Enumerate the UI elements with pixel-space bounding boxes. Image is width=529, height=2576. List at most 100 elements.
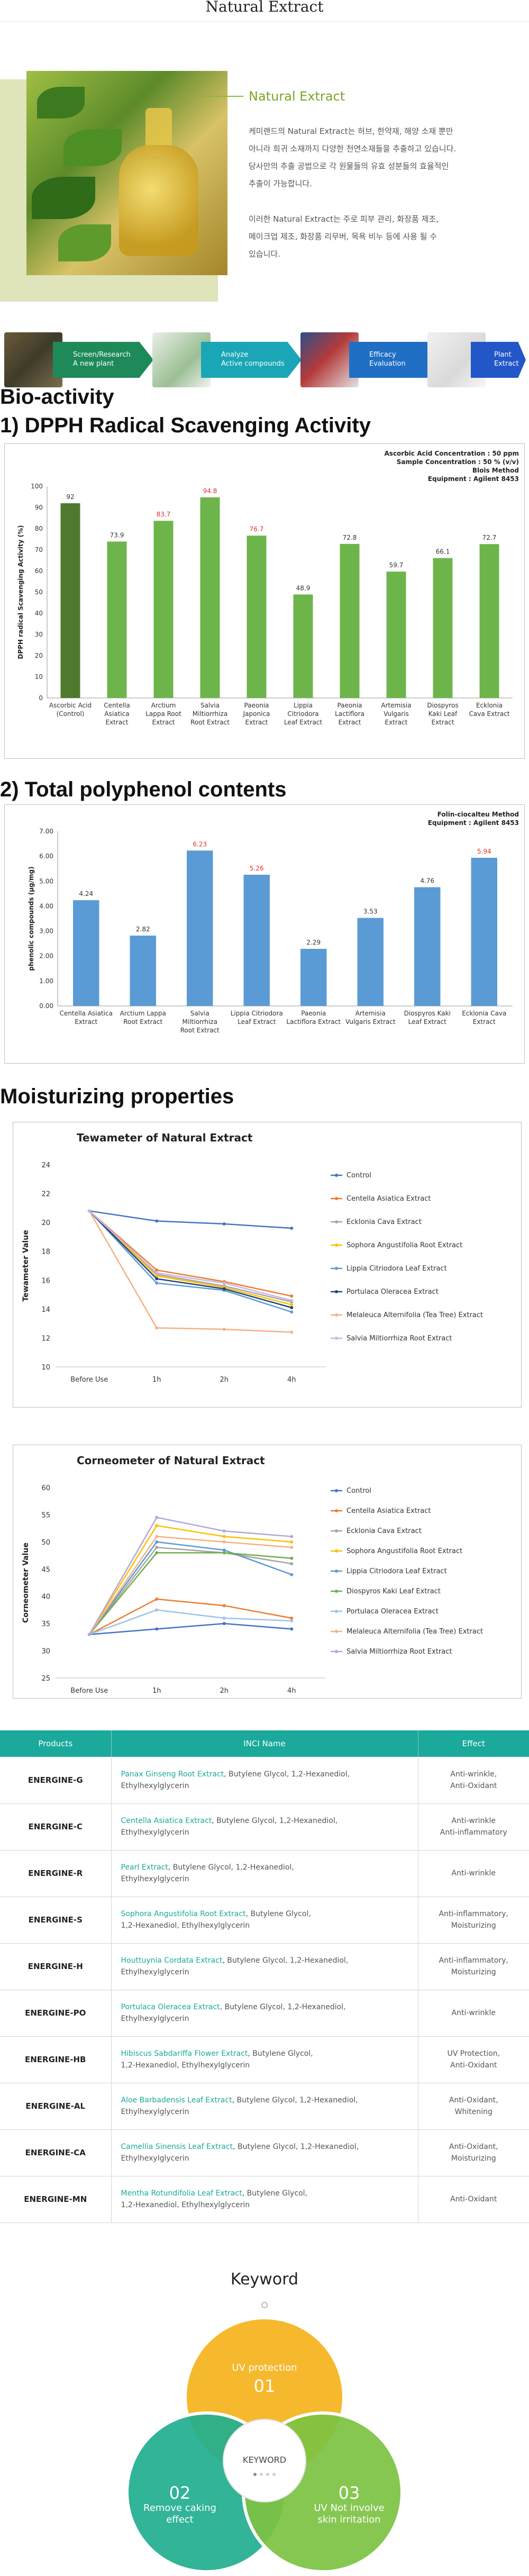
y-tick-label: 20 (41, 1219, 50, 1227)
series-point (222, 1287, 226, 1291)
y-tick-label: 30 (41, 1648, 50, 1656)
product-name-cell: ENERGINE-AL (0, 2083, 112, 2130)
product-name-cell: ENERGINE-C (0, 1803, 112, 1851)
legend-marker (335, 1570, 338, 1573)
legend-marker (335, 1220, 338, 1223)
x-tick-label: 4h (287, 1376, 296, 1384)
legend-marker (335, 1590, 338, 1593)
x-category-label: Vulgaris (384, 710, 409, 718)
inci-key-ingredient: Houttuynia Cordata Extract (121, 1956, 223, 1965)
legend-label: Lippia Citriodora Leaf Extract (346, 1567, 447, 1575)
series-point (290, 1619, 294, 1622)
leaf-shape (37, 87, 85, 119)
x-tick-label: 1h (152, 1376, 161, 1384)
bar-value-label: 2.82 (136, 926, 150, 933)
series-point (290, 1573, 294, 1576)
bar (414, 887, 441, 1006)
effect-cell: Anti-wrinkle (418, 1990, 529, 2037)
hero-line: 메이크업 제조, 화장품 리무버, 목욕 비누 등에 사용 될 수 (249, 232, 437, 241)
inci-rest: , Butylene Glycol, (245, 1910, 311, 1918)
inci-line-2: Ethylhexylglycerin (121, 1781, 189, 1790)
bar (247, 536, 267, 698)
product-name-cell: ENERGINE-S (0, 1897, 112, 1944)
product-table: Products INCI Name Effect ENERGINE-G Pana… (0, 1730, 529, 2223)
x-category-label: Artemisia (355, 1010, 386, 1017)
legend-label: Sophora Angustifolia Root Extract (346, 1547, 462, 1555)
table-row: ENERGINE-S Sophora Angustifolia Root Extr… (0, 1897, 529, 1944)
effect-line: Anti-inflammatory, (439, 1910, 508, 1918)
x-category-label: Extract (106, 719, 129, 726)
y-axis-label: DPPH radical Scavenging Activity (%) (17, 525, 24, 659)
bar-value-label: 72.7 (482, 534, 497, 541)
series-point (222, 1529, 226, 1533)
series-point (290, 1294, 294, 1298)
x-category-label: Japonica (243, 710, 270, 718)
legend-label: Ecklonia Cava Extract (346, 1218, 422, 1226)
hero-paragraph-1: 케미랜드의 Natural Extract는 허브, 한약재, 해양 소재 뿐만… (249, 123, 524, 193)
series-point (155, 1540, 159, 1544)
series-line (88, 1552, 292, 1635)
bar (187, 850, 213, 1006)
bioactivity-heading: Bio-activity (0, 385, 114, 409)
y-tick-label: 100 (31, 483, 43, 490)
y-tick-label: 22 (41, 1191, 50, 1199)
series-point (290, 1540, 294, 1544)
y-tick-label: 0 (39, 694, 43, 702)
polyphenol-heading: 2) Total polyphenol contents (0, 778, 287, 801)
inci-key-ingredient: Panax Ginseng Root Extract (121, 1770, 224, 1779)
effect-cell: Anti-inflammatory, Moisturizing (418, 1943, 529, 1990)
series-point (290, 1299, 294, 1302)
x-category-label: Root Extract (190, 719, 230, 726)
inci-rest: , Butylene Glycol, 1,2-Hexanediol, (220, 2003, 346, 2011)
x-category-label: Salvia (200, 702, 220, 709)
series-point (155, 1281, 159, 1285)
series-point (222, 1622, 226, 1626)
inci-name-cell: Aloe Barbadensis Leaf Extract, Butylene … (111, 2083, 418, 2130)
series-point (290, 1535, 294, 1538)
legend-label: Melaleuca Alternifolia (Tea Tree) Extrac… (346, 1311, 483, 1319)
table-row: ENERGINE-C Centella Asiatica Extract, But… (0, 1803, 529, 1851)
x-category-label: Extract (473, 1018, 496, 1026)
x-category-label: Ecklonia (476, 702, 503, 709)
bar-value-label: 66.1 (436, 548, 450, 556)
legend-marker (335, 1197, 338, 1200)
series-line (88, 1210, 292, 1309)
dpph-bar-chart: Ascorbic Acid Concentration : 50 ppmSamp… (17, 450, 519, 726)
keyword-pager-dot (260, 2473, 263, 2476)
legend-marker (335, 1630, 338, 1633)
series-point (155, 1608, 159, 1612)
effect-line: Anti-Oxidant (450, 2195, 497, 2203)
series-line (89, 1622, 292, 1635)
x-category-label: Lappa Root (145, 710, 181, 718)
x-category-label: Paeonia (337, 702, 362, 709)
hero-heading: Natural Extract (249, 89, 345, 104)
y-tick-label: 24 (41, 1162, 50, 1169)
moisturizing-heading: Moisturizing properties (0, 1085, 234, 1108)
inci-rest: , Butylene Glycol, 1,2-Hexanediol, (233, 2143, 359, 2151)
process-image-testing (300, 332, 359, 387)
dpph-chart-frame: Ascorbic Acid Concentration : 50 ppm Samp… (4, 443, 525, 759)
x-category-label: Salvia (190, 1010, 209, 1017)
bar (340, 543, 360, 698)
x-category-label: Paeonia (301, 1010, 326, 1017)
bar-value-label: 83.7 (157, 511, 171, 518)
series-point (155, 1516, 159, 1519)
series-line (88, 1536, 292, 1635)
legend-label: Melaleuca Alternifolia (Tea Tree) Extrac… (346, 1628, 483, 1636)
effect-cell: Anti-Oxidant (418, 2176, 529, 2223)
x-category-label: Paeonia (244, 702, 269, 709)
legend-marker (335, 1650, 338, 1653)
x-category-label: Asiatica (104, 710, 129, 718)
effect-line: Anti-Oxidant, (449, 2096, 498, 2105)
product-name-cell: ENERGINE-MN (0, 2176, 112, 2223)
effect-line: Anti-wrinkle (451, 2009, 496, 2017)
series-point (155, 1597, 159, 1601)
y-tick-label: 50 (41, 1539, 50, 1547)
x-category-label: Root Extract (123, 1018, 162, 1026)
y-tick-label: 60 (41, 1484, 50, 1492)
inci-key-ingredient: Camellia Sinensis Leaf Extract (121, 2143, 233, 2151)
table-row: ENERGINE-CA Camellia Sinensis Leaf Extrac… (0, 2129, 529, 2176)
y-tick-label: 40 (41, 1593, 50, 1601)
inci-line-2: Ethylhexylglycerin (121, 1968, 189, 1976)
keyword-item-label: effect (166, 2514, 194, 2525)
